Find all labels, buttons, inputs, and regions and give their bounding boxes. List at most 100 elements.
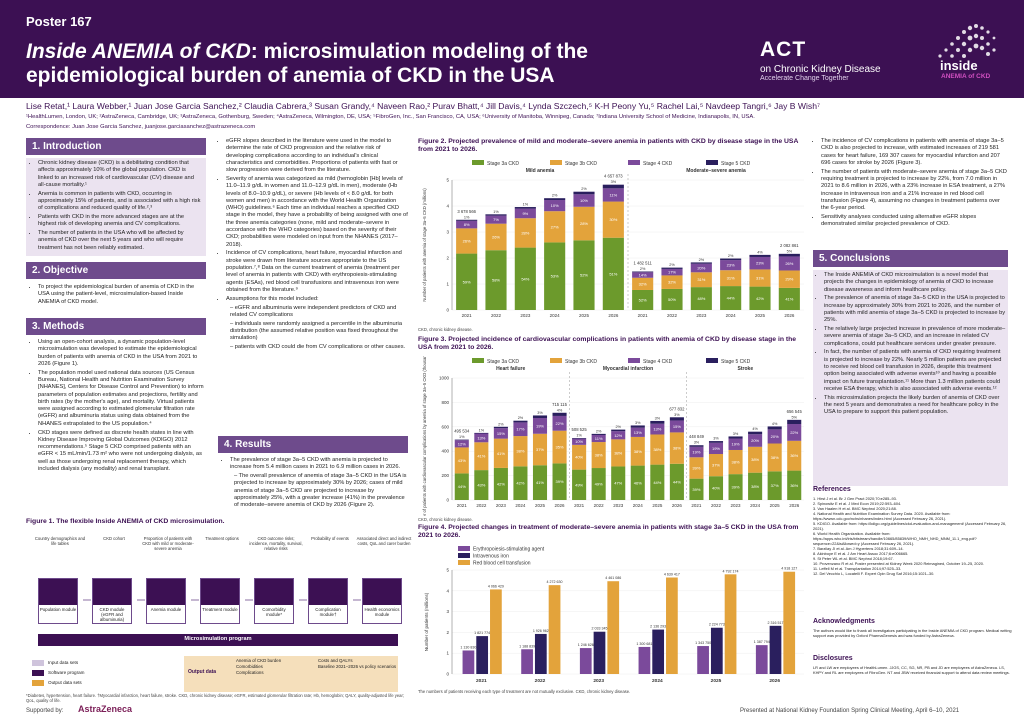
fig1-legend-input: Input data sets — [48, 660, 79, 665]
bar-segment — [708, 454, 724, 477]
conclusion-item: The Inside ANEMIA of CKD microsimulation… — [824, 272, 1006, 294]
bar — [462, 650, 475, 674]
fig1-legend-software: Software program — [48, 670, 85, 675]
conclusion-item: In fact, the number of patients with ane… — [824, 349, 1006, 393]
data-label: 22% — [790, 430, 798, 435]
bar — [652, 629, 665, 674]
bar-segment — [573, 240, 595, 310]
methods-item: eGFR slopes described in the literature … — [226, 138, 408, 174]
data-label: 38% — [751, 484, 759, 489]
data-label: 8% — [464, 222, 470, 227]
data-label: 41% — [497, 451, 505, 456]
data-label: 20% — [751, 438, 759, 443]
bar — [607, 581, 620, 674]
conclusions-list: The Inside ANEMIA of CKD microsimulation… — [816, 272, 1006, 417]
x-tick-label: 2021 — [457, 503, 468, 508]
fig1-program-label: Microsimulation program — [184, 636, 252, 642]
fig1-module-label: Population module — [39, 607, 77, 612]
fig1-program-bar — [38, 634, 398, 646]
reference-item: 5. KDIGO. Available from: https://kdigo.… — [813, 521, 1007, 531]
methods-cont-list: eGFR slopes described in the literature … — [218, 138, 408, 351]
bar-segment — [611, 439, 626, 467]
data-label: 1% — [576, 434, 582, 438]
bar-segment — [572, 444, 587, 470]
bar-segment — [532, 433, 548, 466]
conclusion-item: The relatively large projected increase … — [824, 326, 1006, 348]
bar-segment — [748, 472, 763, 500]
data-label: 1% — [459, 435, 465, 439]
bar — [724, 574, 737, 674]
y-tick-label: 0 — [446, 498, 449, 503]
fig4-title: Figure 4. Projected changes in treatment… — [418, 524, 799, 539]
data-label: 42% — [497, 481, 505, 486]
bar-segment — [456, 228, 478, 254]
data-label: 49% — [575, 482, 583, 487]
data-label: 49% — [595, 482, 603, 487]
bar-segment — [689, 457, 704, 479]
data-label: 4 639 417 — [664, 573, 680, 577]
act-logo-tag: Accelerate Change Together — [760, 75, 849, 82]
data-label: 44% — [653, 480, 661, 485]
bar-segment — [591, 433, 606, 435]
bar-segment — [513, 466, 528, 500]
data-label: 1% — [464, 215, 470, 219]
intro-item: The number of patients in the USA who wi… — [38, 230, 202, 252]
intro-box — [26, 158, 206, 256]
bar-segment — [708, 441, 724, 443]
data-label: 41% — [785, 296, 793, 301]
results-item: The incidence of CV complications in pat… — [821, 138, 1008, 167]
affiliations: ¹HealthLumen, London, UK; ²AstraZeneca, … — [26, 114, 755, 120]
y-tick-label: 0 — [446, 672, 449, 677]
data-label: 36% — [790, 453, 798, 458]
bar-segment — [767, 426, 782, 430]
bar-segment — [661, 288, 683, 310]
reference-item: 9. St Peter WL et al. BMC Nephrol 2018;1… — [813, 556, 894, 561]
data-label: 15% — [497, 431, 505, 436]
module-icon — [147, 579, 185, 605]
data-label: 2 136 293 — [650, 625, 666, 629]
bar-segment — [611, 431, 626, 440]
bar-segment — [485, 214, 507, 216]
acknowledgments-text: The authors would like to thank all inve… — [813, 628, 1012, 638]
data-label: 1 387 794 — [754, 640, 770, 644]
header-banner: Poster 167 Inside ANEMIA of CKD: microsi… — [0, 0, 1024, 98]
bar-segment — [720, 258, 742, 261]
conclusion-item: The prevalence of anemia of stage 3a–5 C… — [824, 295, 1006, 324]
fig1-caption: Probability of events — [311, 536, 349, 541]
disclosures-text: LR and LW are employees of HealthLumen. … — [813, 665, 1010, 675]
bar-segment — [591, 468, 606, 500]
bar-segment — [485, 250, 507, 310]
bar-segment — [632, 272, 654, 278]
bar-segment — [650, 420, 665, 424]
bar-segment — [749, 254, 771, 257]
bar-segment — [602, 201, 624, 238]
bar-segment — [544, 200, 566, 212]
data-label: 59% — [463, 279, 471, 284]
bar-segment — [454, 440, 469, 448]
data-label: 38% — [634, 449, 642, 454]
act-logo-text: ACT — [760, 38, 807, 61]
fig2-chart: Stage 3a CKD Stage 3b CKD Stage 4 CKD Stage… — [422, 160, 804, 318]
bar-segment — [514, 218, 536, 248]
legend-swatch — [458, 560, 470, 565]
methods-item: – individuals were randomly assigned a p… — [230, 320, 402, 342]
bar-segment — [632, 277, 654, 290]
x-tick-label: 2025 — [652, 503, 663, 508]
results-cont-list: The incidence of CV complications in pat… — [813, 138, 1008, 229]
bar-segment — [552, 430, 567, 464]
data-label: 14% — [639, 273, 647, 278]
data-label: 36% — [790, 483, 798, 488]
data-label: 11% — [609, 192, 617, 197]
bar-segment — [485, 223, 507, 251]
x-tick-label: 2025 — [770, 503, 781, 508]
intro-list: Chronic kidney disease (CKD) is a debili… — [30, 160, 202, 252]
bar-segment — [532, 465, 548, 500]
legend-swatch — [472, 358, 484, 363]
methods-text: Using an open-cohort analysis, a dynamic… — [30, 339, 206, 475]
data-label: 42% — [516, 481, 524, 486]
fig1-module-label: Treatment module — [202, 607, 238, 612]
data-label: 38% — [595, 453, 603, 458]
bar — [755, 645, 768, 674]
bar — [710, 627, 723, 674]
